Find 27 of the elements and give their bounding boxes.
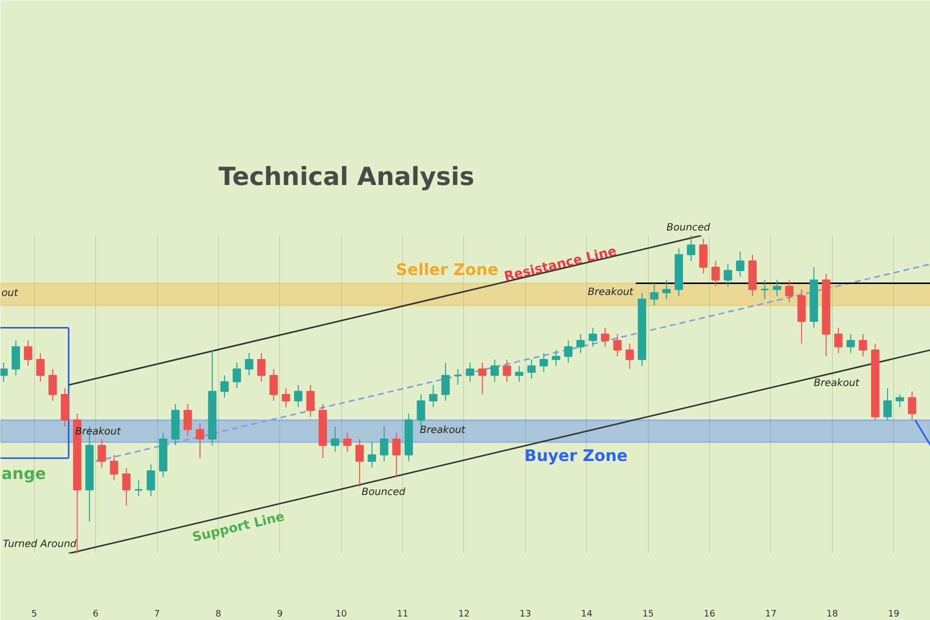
x-tick-label: 12 xyxy=(458,610,470,620)
annotation: Turned Around xyxy=(2,539,78,550)
annotation: Breakout xyxy=(420,425,466,436)
text: Bounced xyxy=(666,222,711,234)
annotation: Breakout xyxy=(588,287,634,298)
x-tick-label: 19 xyxy=(888,610,900,620)
x-tick-label: 14 xyxy=(581,610,593,620)
annotation: Support Line xyxy=(190,509,286,546)
band-label: Buyer Zone xyxy=(524,446,628,466)
annotation: Bounced xyxy=(362,487,406,498)
x-tick-label: 6 xyxy=(92,610,99,620)
x-tick-label: 18 xyxy=(826,610,838,620)
annotation: ange xyxy=(2,464,46,483)
x-tick-label: 13 xyxy=(520,610,532,620)
x-tick-label: 17 xyxy=(765,610,777,620)
chart-title: Technical Analysis xyxy=(218,162,474,191)
x-tick-label: 9 xyxy=(276,610,283,620)
x-tick-label: 8 xyxy=(216,610,222,620)
x-tick-label: 7 xyxy=(154,610,160,620)
annotation: Breakout xyxy=(814,378,860,389)
band-label: Seller Zone xyxy=(396,260,498,280)
annotation: out xyxy=(2,288,19,299)
x-tick-label: 11 xyxy=(396,610,408,620)
x-tick-label: 16 xyxy=(704,610,716,620)
x-tick-label: 10 xyxy=(335,610,348,620)
x-tick-label: 5 xyxy=(31,610,38,620)
x-tick-label: 15 xyxy=(642,610,654,620)
